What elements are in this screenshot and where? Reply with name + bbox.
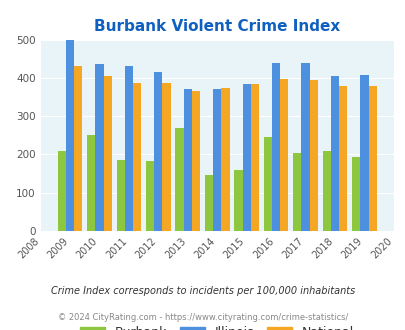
Bar — [338, 85, 346, 231]
Bar — [192, 90, 200, 231]
Bar — [242, 83, 250, 231]
Text: © 2024 CityRating.com - https://www.cityrating.com/crime-statistics/: © 2024 CityRating.com - https://www.city… — [58, 313, 347, 322]
Bar — [301, 63, 309, 231]
Bar — [74, 66, 82, 231]
Bar — [368, 86, 376, 231]
Bar — [124, 66, 133, 231]
Bar — [116, 160, 124, 231]
Bar — [263, 137, 271, 231]
Bar — [322, 150, 330, 231]
Bar — [183, 88, 192, 231]
Bar — [133, 83, 141, 231]
Text: Crime Index corresponds to incidents per 100,000 inhabitants: Crime Index corresponds to incidents per… — [51, 286, 354, 296]
Bar — [330, 76, 338, 231]
Bar — [221, 88, 229, 231]
Bar — [309, 80, 317, 231]
Bar — [66, 40, 74, 231]
Bar — [292, 152, 301, 231]
Bar — [359, 75, 368, 231]
Bar — [146, 161, 154, 231]
Bar — [175, 128, 183, 231]
Title: Burbank Violent Crime Index: Burbank Violent Crime Index — [94, 19, 339, 34]
Bar — [154, 72, 162, 231]
Bar — [271, 63, 279, 231]
Bar — [205, 176, 213, 231]
Legend: Burbank, Illinois, National: Burbank, Illinois, National — [75, 321, 358, 330]
Bar — [234, 170, 242, 231]
Bar — [351, 157, 359, 231]
Bar — [162, 83, 170, 231]
Bar — [58, 150, 66, 231]
Bar — [95, 64, 103, 231]
Bar — [213, 89, 221, 231]
Bar — [279, 79, 288, 231]
Bar — [250, 84, 258, 231]
Bar — [103, 76, 111, 231]
Bar — [87, 135, 95, 231]
